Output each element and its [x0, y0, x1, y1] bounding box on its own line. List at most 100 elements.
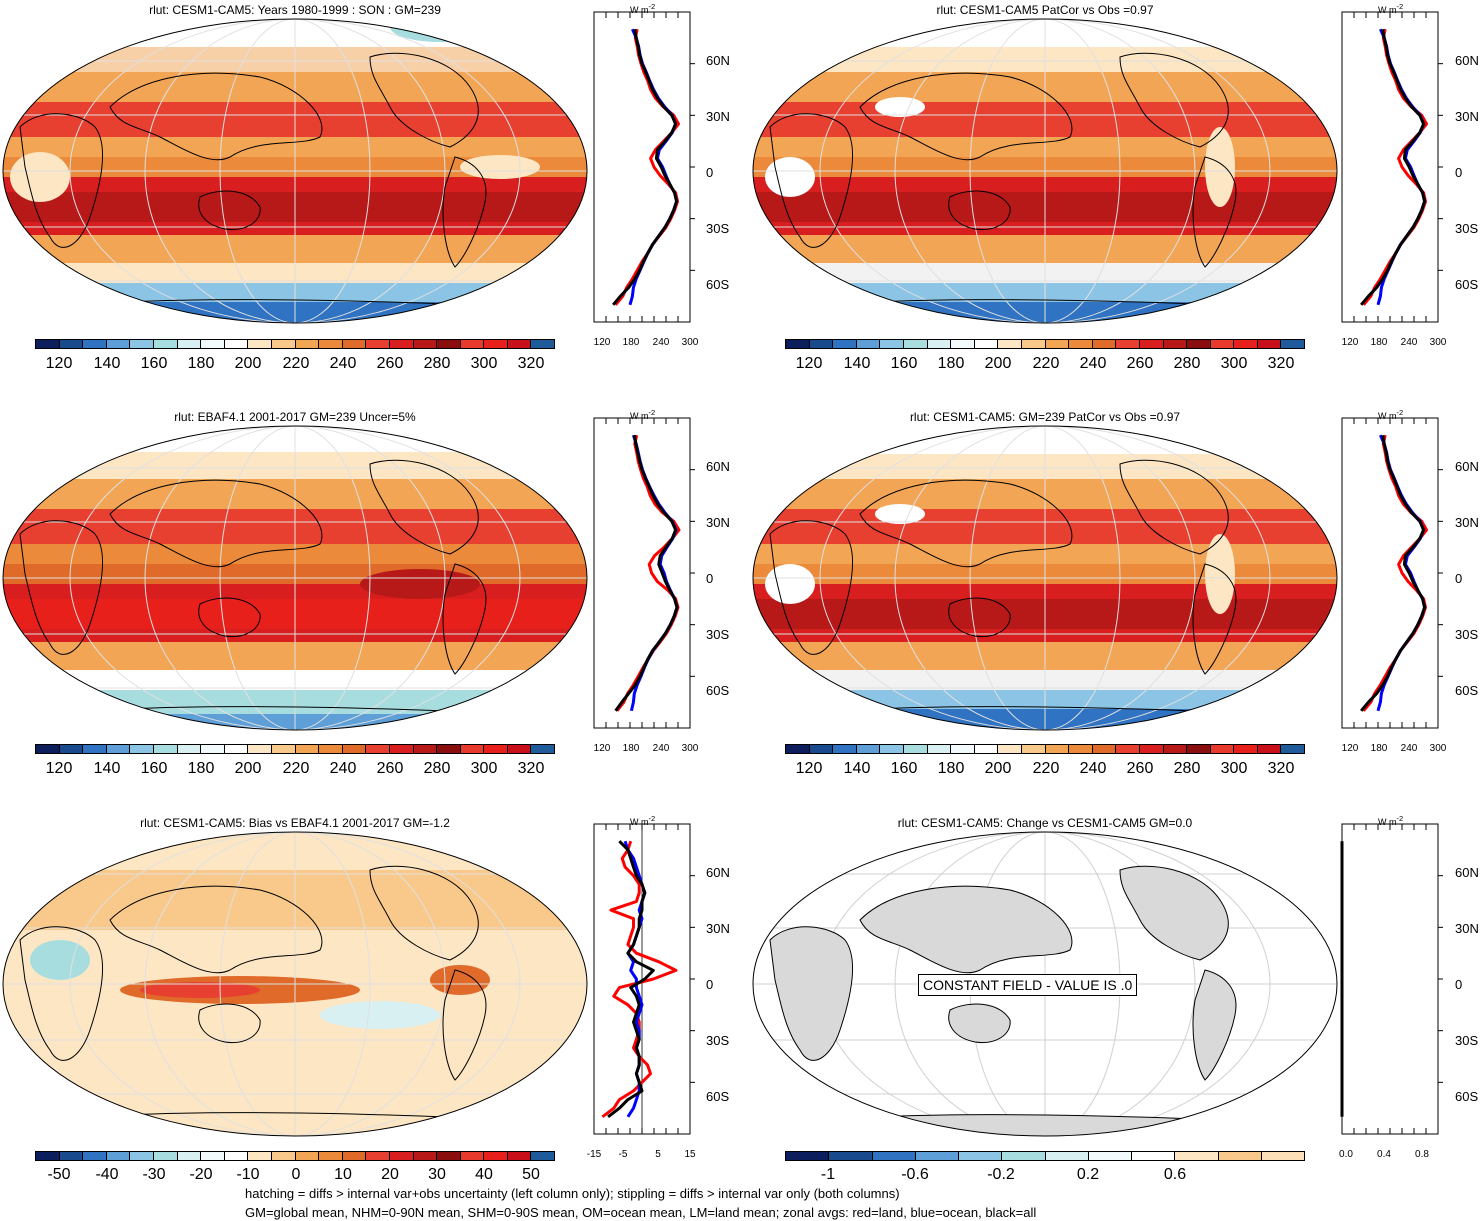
cbar-label: 160 [140, 355, 168, 372]
colorbar-swatch [880, 745, 904, 753]
colorbar-swatch [1261, 1152, 1304, 1160]
zonal-x-label: 240 [652, 337, 670, 348]
lat-label: 0 [1455, 977, 1463, 992]
footer-legend-note: GM=global mean, NHM=0-90N mean, SHM=0-90… [245, 1205, 1037, 1220]
cbar-label: 320 [1267, 355, 1295, 372]
colorbar-swatch [786, 745, 810, 753]
colorbar-swatch [1002, 1152, 1046, 1160]
colorbar-swatch [319, 745, 343, 753]
colorbar-swatch [1281, 745, 1305, 753]
map-panel-4 [752, 425, 1338, 731]
colorbar-swatch [1187, 745, 1211, 753]
colorbar-swatch [389, 745, 414, 753]
colorbar-swatch [83, 340, 107, 348]
colorbar-swatch [1021, 745, 1046, 753]
colorbar-swatch [1175, 1152, 1219, 1160]
cbar-label: 240 [329, 355, 357, 372]
colorbar-swatch [951, 745, 975, 753]
zonal-x-label: -5 [618, 1149, 628, 1160]
cbar-label: 260 [1126, 355, 1154, 372]
colorbar-swatch [1088, 1152, 1132, 1160]
colorbar-swatch [1163, 340, 1188, 348]
colorbar-1 [35, 339, 555, 349]
colorbar-swatch [1163, 745, 1188, 753]
cbar-label: 0.2 [1076, 1166, 1100, 1183]
colorbar-swatch [366, 1152, 390, 1160]
colorbar-swatch [413, 1152, 438, 1160]
cbar-label: 160 [890, 760, 918, 777]
colorbar-swatch [1257, 745, 1282, 753]
colorbar-swatch [460, 745, 485, 753]
cbar-label: 140 [843, 355, 871, 372]
cbar-label: 180 [937, 355, 965, 372]
colorbar-swatch [342, 340, 367, 348]
colorbar-swatch [786, 1152, 830, 1160]
zonal-x-label: 180 [1370, 337, 1388, 348]
colorbar-swatch [295, 340, 320, 348]
lat-label: 30N [706, 515, 730, 530]
colorbar-swatch [1045, 745, 1070, 753]
colorbar-6 [785, 1151, 1305, 1161]
cbar-label: 300 [1220, 760, 1248, 777]
colorbar-swatch [1021, 340, 1046, 348]
colorbar-swatch [153, 745, 178, 753]
cbar-label: 120 [795, 355, 823, 372]
zonal-x-label: -15 [586, 1149, 602, 1160]
constant-field-label: CONSTANT FIELD - VALUE IS .0 [918, 974, 1138, 996]
colorbar-swatch [974, 340, 999, 348]
colorbar-4 [785, 744, 1305, 754]
colorbar-swatch [437, 340, 461, 348]
series-line-land [615, 434, 681, 712]
lat-label: 60S [706, 683, 730, 698]
colorbar-swatch [59, 1152, 84, 1160]
cbar-label: 240 [1079, 355, 1107, 372]
lat-label: 30S [1455, 221, 1479, 236]
zonal-unit-label: W m-2 [630, 2, 656, 15]
zonal-x-label: 15 [684, 1149, 696, 1160]
colorbar-swatch [1139, 340, 1164, 348]
colorbar-swatch [998, 340, 1022, 348]
colorbar-swatch [153, 340, 178, 348]
lat-label: 30S [1455, 627, 1479, 642]
cbar-label: -20 [189, 1166, 213, 1183]
colorbar-2 [785, 339, 1305, 349]
colorbar-swatch [130, 1152, 154, 1160]
cbar-label: 260 [1126, 760, 1154, 777]
cbar-label: 200 [234, 355, 262, 372]
colorbar-swatch [927, 340, 952, 348]
colorbar-swatch [484, 745, 508, 753]
zonal-x-label: 120 [1341, 337, 1359, 348]
lat-label: 30N [1455, 109, 1479, 124]
cbar-label: 320 [1267, 760, 1295, 777]
panel-title-1: rlut: CESM1-CAM5: Years 1980-1999 : SON … [149, 3, 441, 17]
cbar-label: 0.6 [1163, 1166, 1187, 1183]
cbar-label: 50 [522, 1166, 540, 1183]
colorbar-swatch [1116, 745, 1140, 753]
zonal-x-label: 300 [681, 743, 699, 754]
colorbar-swatch [248, 1152, 272, 1160]
zonal-x-label: 120 [593, 337, 611, 348]
cbar-label: 220 [1032, 760, 1060, 777]
colorbar-swatch [959, 1152, 1003, 1160]
cbar-label: 10 [334, 1166, 352, 1183]
series-line-land [601, 840, 678, 1118]
cbar-label: 120 [795, 760, 823, 777]
lat-label: 60S [1455, 277, 1479, 292]
colorbar-swatch [1257, 340, 1282, 348]
colorbar-swatch [36, 745, 60, 753]
colorbar-swatch [833, 745, 857, 753]
colorbar-swatch [437, 1152, 461, 1160]
series-line-all [1360, 28, 1427, 306]
lat-label: 60N [706, 459, 730, 474]
cbar-label: 280 [1173, 355, 1201, 372]
lat-label: 60N [1455, 53, 1479, 68]
cbar-label: 140 [93, 760, 121, 777]
cbar-label: 120 [45, 760, 73, 777]
lat-label: 60S [1455, 683, 1479, 698]
colorbar-swatch [1234, 340, 1258, 348]
colorbar-swatch [177, 745, 202, 753]
panel-title-3: rlut: EBAF4.1 2001-2017 GM=239 Uncer=5% [174, 410, 416, 424]
colorbar-swatch [1116, 340, 1140, 348]
lat-label: 0 [706, 977, 714, 992]
colorbar-swatch [366, 340, 390, 348]
